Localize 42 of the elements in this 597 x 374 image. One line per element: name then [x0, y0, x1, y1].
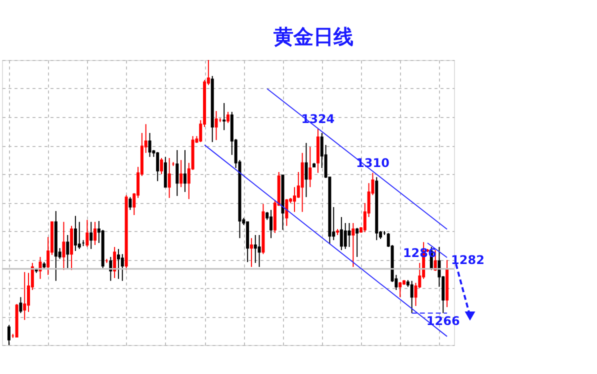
candlestick [285, 198, 288, 226]
candlestick [348, 222, 351, 248]
candlestick [254, 234, 257, 264]
candlestick [113, 246, 116, 279]
candlestick [176, 150, 179, 196]
candlestick [398, 282, 402, 298]
candlestick [352, 222, 355, 268]
annotation: 1282 [451, 253, 484, 268]
candlestick [292, 186, 296, 212]
candlestick [74, 215, 77, 252]
candlestick [308, 146, 312, 188]
candlestick [66, 234, 70, 269]
candlestick [410, 280, 414, 314]
candlestick [86, 219, 89, 248]
candlestick [160, 158, 164, 174]
candlestick [78, 221, 81, 250]
candlestick [356, 227, 359, 258]
candlestick [214, 110, 218, 141]
chart-title: 黄金日线 [272, 24, 354, 48]
candlestick [168, 158, 171, 198]
candlestick [62, 221, 66, 271]
candlestick [258, 234, 261, 268]
candlestick [120, 254, 124, 282]
candlestick [128, 196, 132, 210]
candlestick [116, 248, 120, 280]
candlestick [183, 150, 186, 192]
candlestick [156, 152, 160, 182]
candlestick [304, 142, 308, 198]
candlestick [180, 160, 183, 188]
candlestick [94, 221, 97, 246]
candlestick [148, 132, 152, 158]
candlestick [222, 102, 226, 131]
candlestick [270, 209, 273, 239]
annotation: 1266 [426, 314, 460, 328]
candlestick [340, 216, 343, 251]
candlestick [23, 272, 26, 320]
candlestick [344, 222, 347, 250]
candlestick [250, 238, 253, 268]
candlestick [7, 324, 10, 346]
candlestick [19, 296, 22, 314]
candlestick [90, 221, 93, 250]
candlestick [226, 111, 230, 124]
